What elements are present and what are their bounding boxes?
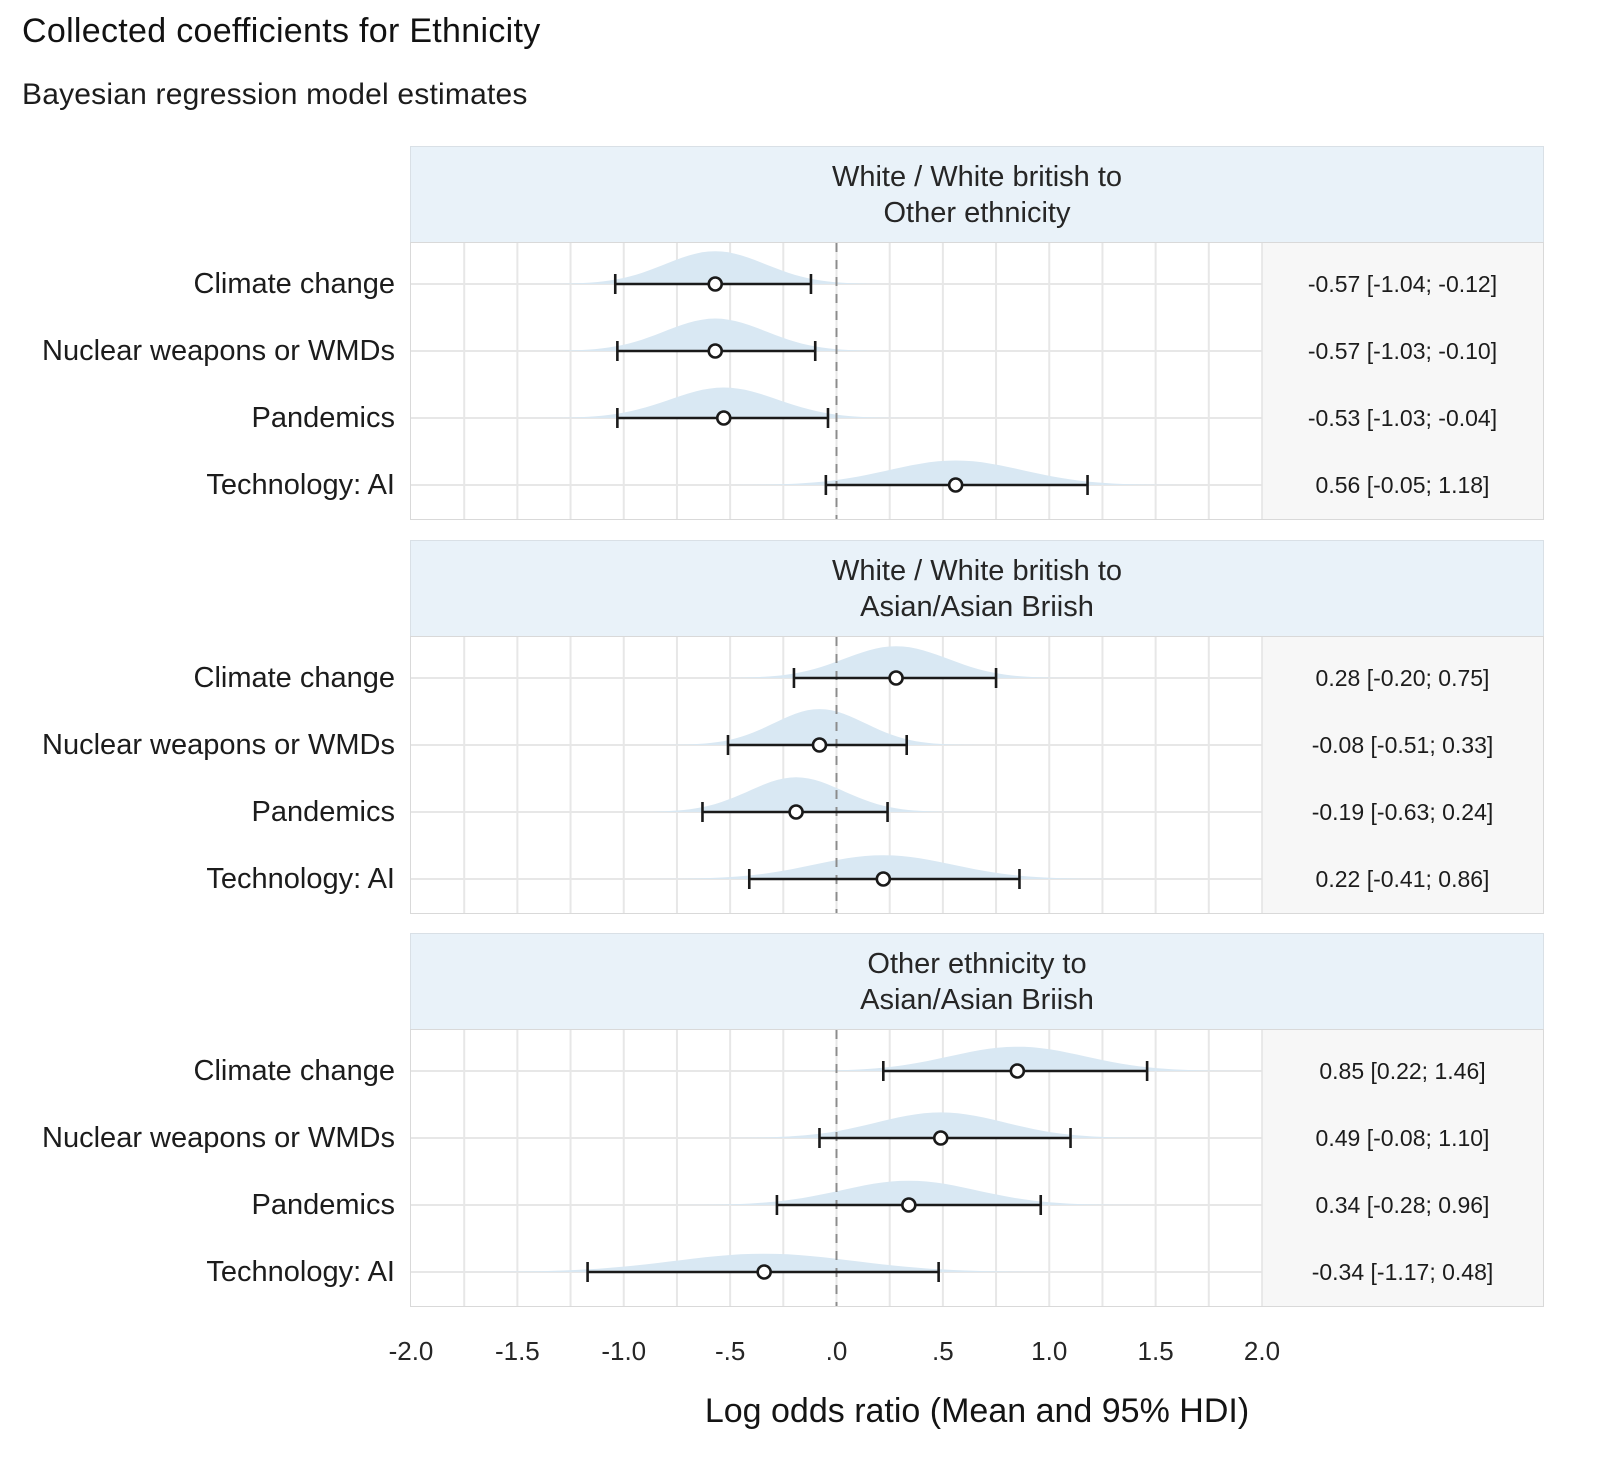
facet-title-line: White / White british to (831, 554, 1123, 587)
density-curve (432, 1253, 1096, 1272)
density-curve (768, 1046, 1262, 1071)
mean-point (901, 1197, 917, 1213)
facet-title-line: Other ethnicity (883, 196, 1071, 229)
row-estimate: 0.85 [0.22; 1.46] (1319, 1058, 1486, 1084)
row-estimate: 0.28 [-0.20; 0.75] (1315, 665, 1490, 691)
row-label: Technology: AI (206, 1256, 395, 1288)
density-curve (628, 855, 1139, 879)
x-tick-label: 2.0 (1243, 1336, 1281, 1366)
x-tick-label: .0 (825, 1336, 848, 1366)
mean-point (947, 477, 964, 493)
estimate-column-bg (1262, 1030, 1543, 1306)
density-curve (708, 460, 1203, 485)
chart-title: Collected coefficients for Ethnicity (22, 12, 541, 50)
row-label: Climate change (193, 1055, 396, 1087)
row-label: Nuclear weapons or WMDs (42, 729, 395, 761)
row-label: Pandemics (251, 1189, 395, 1221)
x-tick-label: -1.5 (494, 1336, 540, 1366)
row-label: Climate change (193, 662, 396, 694)
density-curve (524, 387, 923, 418)
row-estimate: -0.57 [-1.04; -0.12] (1307, 271, 1498, 297)
density-curve (705, 646, 1087, 678)
row-estimate: 0.49 [-0.08; 1.10] (1315, 1125, 1490, 1151)
density-curve (621, 777, 971, 812)
mean-point (707, 276, 724, 292)
row-estimate: -0.53 [-1.03; -0.04] (1307, 405, 1498, 431)
mean-point (811, 737, 828, 753)
facet-title-line: White / White british to (831, 160, 1123, 193)
panel-plot-svg (411, 243, 1543, 519)
facet-panel: White / White british to Other ethnicity… (42, 146, 1544, 520)
row-label: Technology: AI (206, 863, 395, 895)
facet-plot-area: Climate change Nuclear weapons or WMDs P… (42, 636, 1544, 914)
chart-subtitle: Bayesian regression model estimates (22, 78, 528, 111)
mean-point (875, 871, 892, 887)
estimate-column-bg (1262, 637, 1543, 913)
x-tick-label: 1.0 (1031, 1336, 1068, 1366)
x-tick-label: .5 (932, 1336, 954, 1366)
density-curve (703, 1112, 1178, 1138)
mean-point (715, 410, 732, 426)
density-curve (530, 251, 900, 284)
facet-plot-area: Climate change Nuclear weapons or WMDs P… (42, 242, 1544, 520)
row-label: Pandemics (251, 402, 395, 434)
facet-title-line: Asian/Asian Briish (860, 983, 1094, 1016)
row-label: Nuclear weapons or WMDs (42, 335, 395, 367)
x-axis-title: Log odds ratio (Mean and 95% HDI) (704, 1392, 1250, 1430)
row-estimate: -0.08 [-0.51; 0.33] (1311, 732, 1494, 758)
row-label: Technology: AI (206, 469, 395, 501)
row-label: Nuclear weapons or WMDs (42, 1122, 395, 1154)
mean-point (756, 1264, 772, 1280)
facet-title-line: Asian/Asian Briish (860, 590, 1094, 623)
x-tick-label: -.5 (714, 1336, 746, 1366)
row-label: Pandemics (251, 796, 395, 828)
row-estimate: 0.34 [-0.28; 0.96] (1315, 1192, 1490, 1218)
panel-plot-svg (411, 1030, 1543, 1306)
facet-panel: Other ethnicity to Asian/Asian Briish Cl… (42, 933, 1544, 1307)
panel-plot-svg (411, 637, 1543, 913)
facet-header: Other ethnicity to Asian/Asian Briish (410, 933, 1544, 1030)
x-axis-tick-labels: -2.0 -1.5 -1.0 -.5 .0 .5 1.0 1.5 2.0 (389, 1336, 1543, 1372)
row-label: Climate change (193, 268, 396, 300)
facet-header: White / White british to Other ethnicity (410, 146, 1544, 243)
x-tick-label: -2.0 (388, 1336, 434, 1366)
row-estimate: 0.56 [-0.05; 1.18] (1315, 472, 1490, 498)
mean-point (1009, 1063, 1026, 1079)
estimate-column-bg (1262, 243, 1543, 519)
facet-plot-area: Climate change Nuclear weapons or WMDs P… (42, 1029, 1544, 1307)
x-tick-label: 1.5 (1137, 1336, 1174, 1366)
mean-point (707, 343, 724, 359)
facet-panel: White / White british to Asian/Asian Bri… (42, 540, 1544, 914)
facet-header: White / White british to Asian/Asian Bri… (410, 540, 1544, 637)
row-estimate: -0.57 [-1.03; -0.10] (1307, 338, 1498, 364)
x-tick-label: -1.0 (601, 1336, 647, 1366)
density-curve (528, 318, 902, 351)
mean-point (888, 670, 904, 686)
row-estimate: -0.19 [-0.63; 0.24] (1311, 799, 1494, 825)
density-curve (659, 1180, 1158, 1205)
facet-title-line: Other ethnicity to (867, 947, 1087, 980)
density-curve (650, 709, 989, 745)
row-estimate: -0.34 [-1.17; 0.48] (1311, 1259, 1494, 1285)
row-estimate: 0.22 [-0.41; 0.86] (1315, 866, 1490, 892)
mean-point (932, 1130, 949, 1146)
mean-point (788, 804, 804, 820)
